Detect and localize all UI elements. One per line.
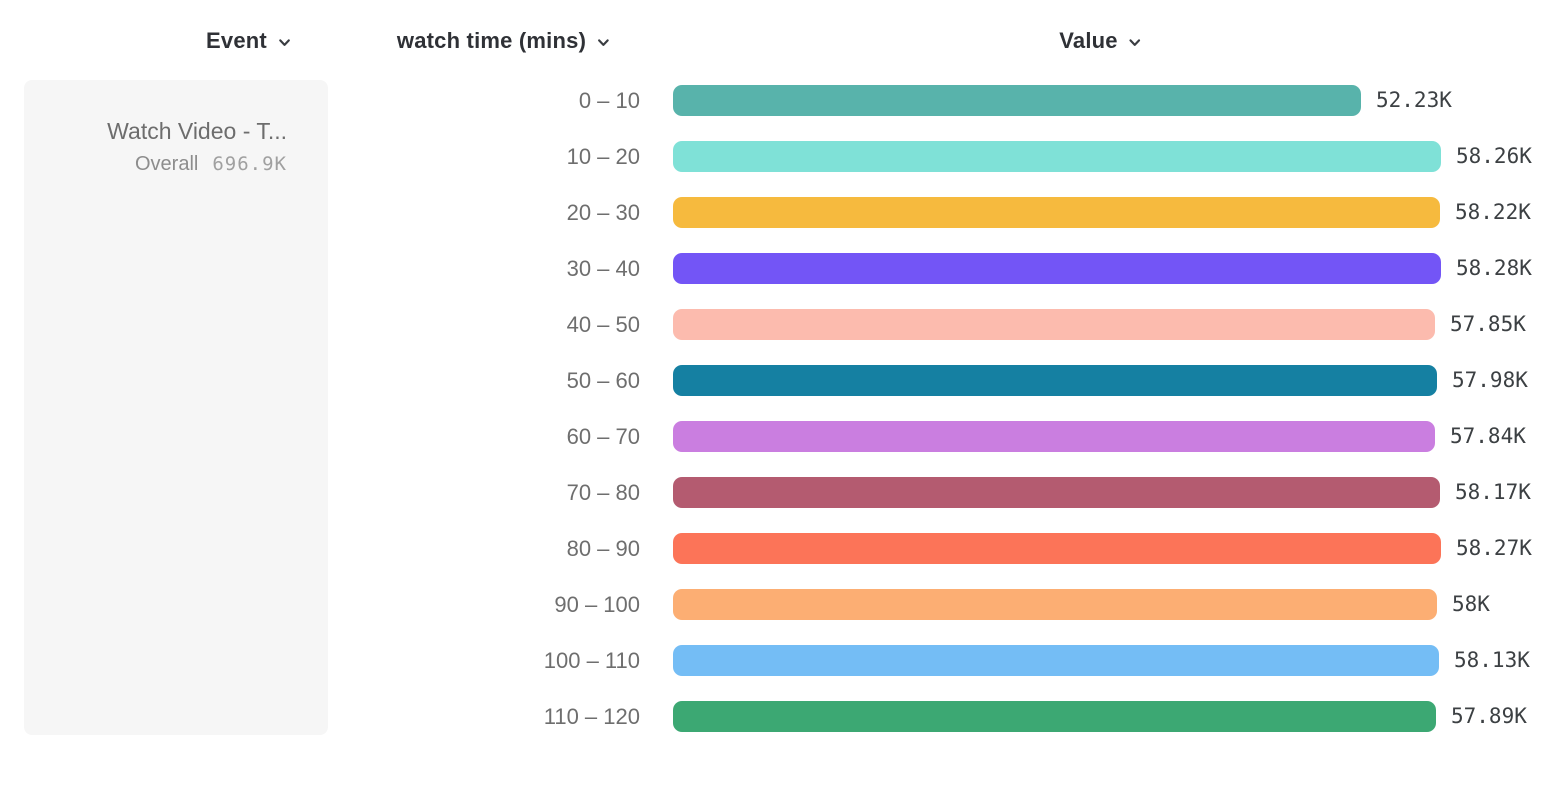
chevron-down-icon: [1128, 32, 1143, 50]
bar-value: 58.17K: [1455, 480, 1531, 504]
category-label: 110 – 120: [543, 704, 640, 729]
bar-value: 57.98K: [1452, 368, 1528, 392]
bar-value: 58.27K: [1456, 536, 1532, 560]
bar-segment[interactable]: [673, 421, 1435, 452]
category-label: 40 – 50: [566, 312, 640, 337]
bar-row: 70 – 80 58.17K: [0, 477, 1568, 508]
breakdown-column-header[interactable]: watch time (mins): [397, 28, 611, 54]
bar-segment[interactable]: [673, 645, 1439, 676]
bar-value: 58.22K: [1455, 200, 1531, 224]
breakdown-column-label: watch time (mins): [396, 28, 587, 53]
bar-segment[interactable]: [673, 533, 1441, 564]
value-column-label: Value: [1059, 28, 1118, 53]
chevron-down-icon: [277, 32, 292, 50]
event-name: Watch Video - T...: [107, 118, 287, 144]
overall-value: 696.9K: [212, 153, 287, 175]
bar-row: 60 – 70 57.84K: [0, 421, 1568, 452]
overall-label: Overall: [135, 153, 199, 175]
bar-row: 100 – 110 58.13K: [0, 645, 1568, 676]
category-label: 100 – 110: [543, 648, 640, 673]
bar-value: 58.13K: [1454, 648, 1530, 672]
category-label: 0 – 10: [578, 88, 640, 113]
bar-value: 52.23K: [1376, 88, 1452, 112]
event-column-header[interactable]: Event: [206, 28, 292, 54]
bar-value: 57.89K: [1451, 704, 1527, 728]
category-label: 90 – 100: [554, 592, 640, 617]
category-label: 60 – 70: [566, 424, 640, 449]
bar-segment[interactable]: [673, 365, 1437, 396]
category-label: 10 – 20: [566, 144, 640, 169]
category-label: 80 – 90: [566, 536, 640, 561]
bar-segment[interactable]: [673, 701, 1436, 732]
category-label: 70 – 80: [566, 480, 640, 505]
bar-row: 90 – 100 58K: [0, 589, 1568, 620]
event-overall-row: Overall 696.9K: [24, 153, 287, 176]
bar-row: 80 – 90 58.27K: [0, 533, 1568, 564]
bar-value: 58.26K: [1456, 144, 1532, 168]
bar-segment[interactable]: [673, 253, 1441, 284]
bar-value: 58K: [1452, 592, 1490, 616]
bar-segment[interactable]: [673, 85, 1361, 116]
bar-segment[interactable]: [673, 309, 1435, 340]
category-label: 20 – 30: [566, 200, 640, 225]
category-label: 30 – 40: [566, 256, 640, 281]
bar-row: 30 – 40 58.28K: [0, 253, 1568, 284]
bar-row: 40 – 50 57.85K: [0, 309, 1568, 340]
bar-value: 58.28K: [1456, 256, 1532, 280]
bar-value: 57.84K: [1450, 424, 1526, 448]
event-card[interactable]: Watch Video - T... Overall 696.9K: [24, 80, 328, 735]
category-label: 50 – 60: [566, 368, 640, 393]
bar-segment[interactable]: [673, 141, 1441, 172]
bar-row: 10 – 20 58.26K: [0, 141, 1568, 172]
chevron-down-icon: [596, 32, 611, 50]
bar-row: 50 – 60 57.98K: [0, 365, 1568, 396]
event-column-label: Event: [206, 28, 267, 53]
bar-row: 0 – 10 52.23K: [0, 85, 1568, 116]
bar-row: 110 – 120 57.89K: [0, 701, 1568, 732]
bar-segment[interactable]: [673, 477, 1440, 508]
bar-value: 57.85K: [1450, 312, 1526, 336]
bar-segment[interactable]: [673, 589, 1437, 620]
bar-row: 20 – 30 58.22K: [0, 197, 1568, 228]
bar-segment[interactable]: [673, 197, 1440, 228]
value-column-header[interactable]: Value: [1059, 28, 1142, 54]
